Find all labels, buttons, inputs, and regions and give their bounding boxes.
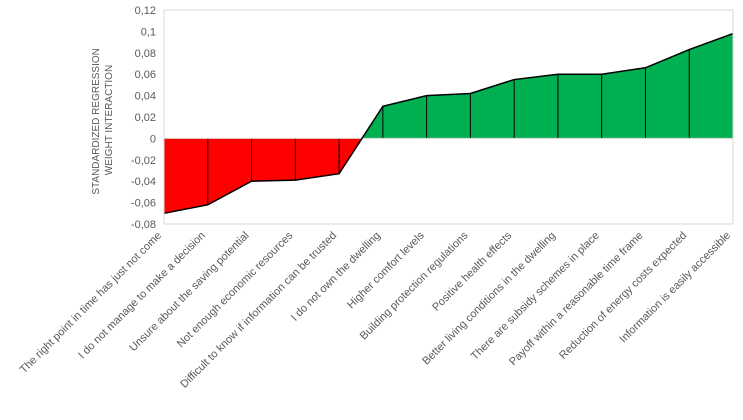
area-segment: [689, 33, 733, 139]
area-segment: [251, 138, 296, 182]
area-segment: [382, 95, 427, 139]
area-segment: [601, 67, 646, 139]
area-segment: [514, 74, 558, 139]
y-axis-label-line-1: STANDARDIZED REGRESSION: [91, 48, 102, 195]
series-line: [163, 32, 734, 215]
y-tick-label: -0,06: [131, 198, 156, 210]
area-segment: [645, 49, 690, 139]
area-segment: [295, 138, 340, 181]
y-tick-label: 0,06: [135, 69, 156, 81]
y-tick-label: -0,08: [131, 219, 156, 231]
area-segment: [207, 138, 252, 205]
area-segment: [164, 138, 208, 214]
area-segment: [557, 74, 602, 139]
y-tick-label: -0,02: [131, 155, 156, 167]
area-segment: [426, 93, 471, 139]
y-tick-label: 0,08: [135, 48, 156, 60]
area-segment: [470, 79, 515, 139]
y-tick-label: 0,02: [135, 112, 156, 124]
x-category-label: Higher comfort levels: [345, 229, 427, 311]
y-tick-label: 0: [150, 133, 156, 145]
y-tick-label: -0,04: [131, 176, 156, 188]
category-labels: The right point in time has just not com…: [18, 229, 733, 390]
y-tick-label: 0,1: [141, 26, 156, 38]
y-tick-label: 0,12: [135, 5, 156, 17]
x-category-label: Difficult to know if information can be …: [178, 230, 339, 391]
area-layer: [164, 33, 733, 214]
y-tick-labels: -0,08 -0,06 -0,04 -0,02 0 0,02 0,04 0,06 0,08 0,1…: [131, 5, 156, 231]
plot-frame: [163, 9, 734, 225]
y-axis-label: STANDARDIZED REGRESSION WEIGHT INTERACTI…: [91, 45, 115, 194]
plot-area-border: [163, 9, 734, 225]
y-axis-label-line-2: WEIGHT INTERACTION: [104, 65, 115, 175]
x-category-label: I do not own the dwelling: [289, 230, 383, 324]
y-tick-label: 0,04: [135, 91, 156, 103]
x-category-label: Positive health effects: [430, 229, 514, 313]
